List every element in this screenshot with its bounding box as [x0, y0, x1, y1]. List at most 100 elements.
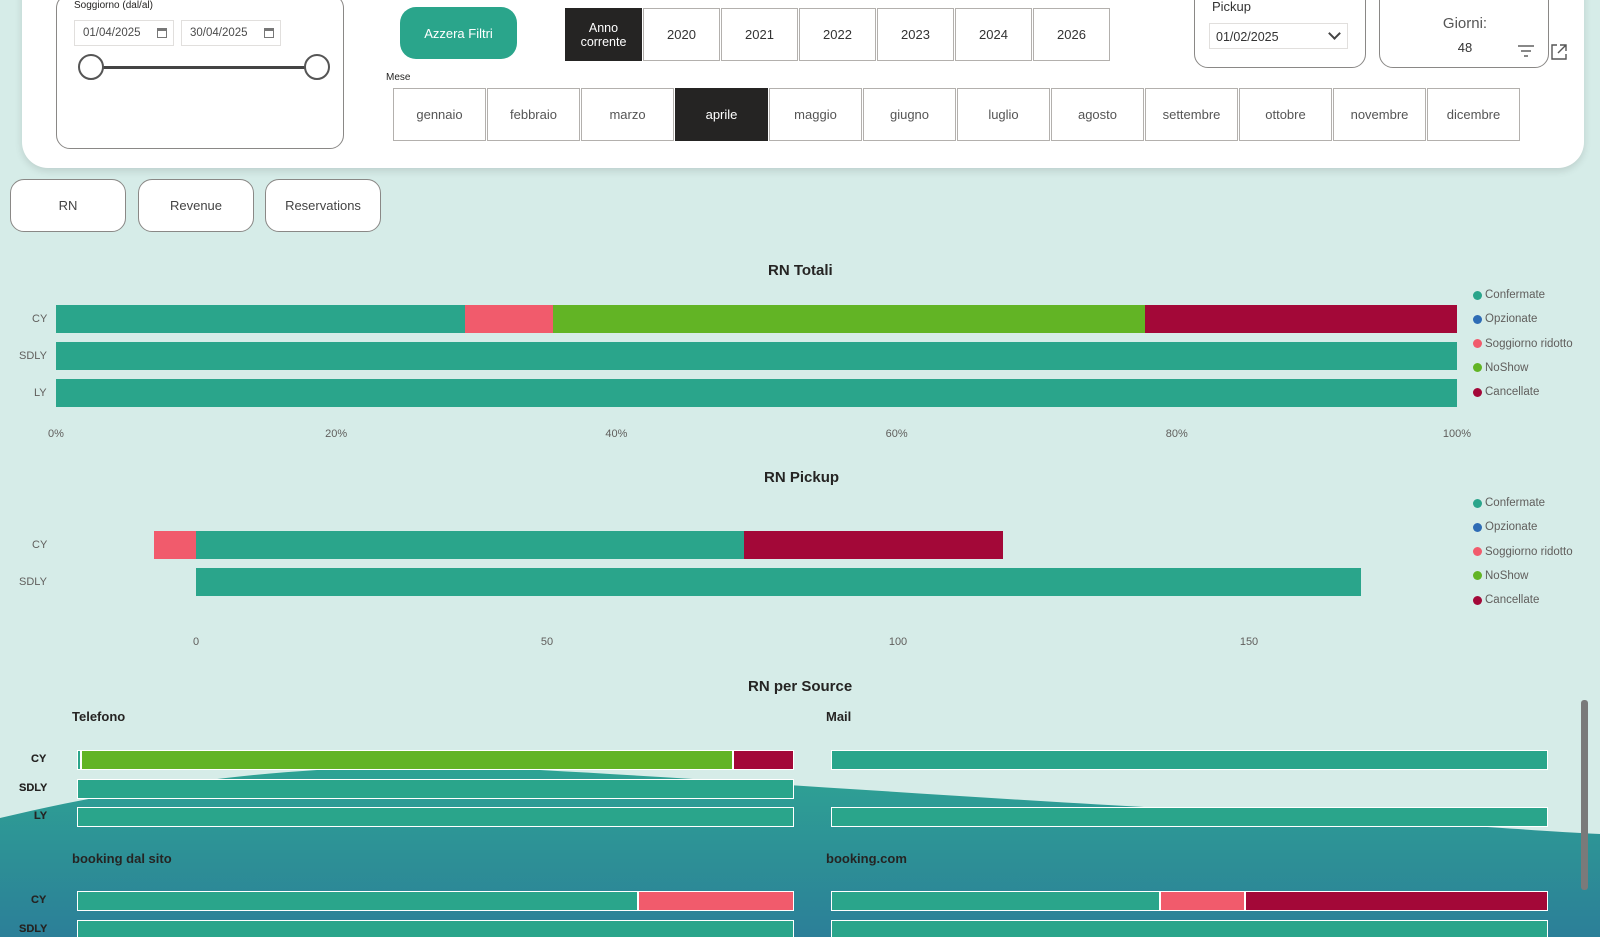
bar-confermate-sdly[interactable]	[56, 342, 1457, 370]
bar-cancellate-cy[interactable]	[1244, 891, 1548, 911]
bar-confermate-cy[interactable]	[831, 750, 1548, 770]
category-label-ly: LY	[34, 810, 48, 822]
bar-confermate-cy[interactable]	[77, 891, 639, 911]
x-tick-label: 0	[192, 636, 200, 648]
chevron-down-icon[interactable]	[1328, 27, 1341, 40]
legend-label: NoShow	[1485, 569, 1529, 582]
legend-item-opzionate[interactable]: Opzionate	[1473, 313, 1537, 325]
month-button-gennaio[interactable]: gennaio	[393, 88, 486, 141]
legend-dot	[1473, 314, 1482, 324]
bar-cancellate-cy[interactable]	[733, 750, 794, 770]
category-label-sdly: SDLY	[19, 781, 48, 794]
legend-item-cancellate[interactable]: Cancellate	[1473, 386, 1539, 398]
category-label-sdly: SDLY	[19, 922, 48, 935]
measure-button-revenue[interactable]: Revenue	[138, 179, 254, 232]
bar-noshow-cy[interactable]	[80, 750, 734, 770]
year-button-2020[interactable]: 2020	[643, 8, 720, 61]
month-button-marzo[interactable]: marzo	[581, 88, 674, 141]
vertical-scrollbar[interactable]	[1581, 700, 1588, 890]
legend-dot	[1473, 547, 1482, 557]
month-button-giugno[interactable]: giugno	[863, 88, 956, 141]
legend-item-cancellate[interactable]: Cancellate	[1473, 594, 1539, 606]
bar-confermate-ly[interactable]	[56, 379, 1457, 407]
category-label-cy: CY	[32, 313, 48, 325]
month-button-settembre[interactable]: settembre	[1145, 88, 1238, 141]
panel-title-booking-com: booking.com	[826, 851, 907, 866]
focus-mode-icon[interactable]	[1550, 43, 1568, 61]
legend-dot	[1473, 522, 1482, 532]
legend-dot	[1473, 595, 1482, 605]
legend-dot	[1473, 498, 1482, 508]
reset-filters-button[interactable]: Azzera Filtri	[400, 7, 517, 59]
measure-button-reservations[interactable]: Reservations	[265, 179, 381, 232]
bar-soggiorno-ridotto-cy[interactable]	[153, 531, 196, 559]
legend-item-soggiorno-ridotto[interactable]: Soggiorno ridotto	[1473, 546, 1573, 558]
bar-confermate-cy[interactable]	[831, 891, 1161, 911]
year-button-2021[interactable]: 2021	[721, 8, 798, 61]
date-range-slider-track[interactable]	[99, 66, 317, 69]
stay-date-to-input[interactable]: 30/04/2025	[181, 20, 281, 46]
bar-confermate-ly[interactable]	[831, 807, 1548, 827]
category-label-sdly: SDLY	[19, 922, 48, 935]
year-button-anno-corrente[interactable]: Anno corrente	[565, 8, 642, 61]
legend-label: Cancellate	[1485, 594, 1540, 607]
bar-confermate-sdly[interactable]	[77, 919, 794, 937]
pickup-date-dropdown[interactable]: 01/02/2025	[1209, 23, 1348, 49]
bar-cancellate-cy[interactable]	[1144, 305, 1457, 333]
month-button-aprile[interactable]: aprile	[675, 88, 768, 141]
legend-item-confermate[interactable]: Confermate	[1473, 289, 1545, 301]
days-value: 48	[1457, 40, 1473, 55]
x-tick-label: 50	[540, 636, 554, 648]
legend-item-opzionate[interactable]: Opzionate	[1473, 521, 1537, 533]
stay-date-from-input[interactable]: 01/04/2025	[74, 20, 174, 46]
bar-confermate-cy[interactable]	[77, 750, 81, 770]
chart-title: RN Totali	[768, 262, 833, 279]
legend-item-noshow[interactable]: NoShow	[1473, 362, 1528, 374]
month-button-luglio[interactable]: luglio	[957, 88, 1050, 141]
filter-icon[interactable]	[1516, 43, 1536, 59]
bar-confermate-sdly[interactable]	[196, 568, 1362, 596]
legend-label: Opzionate	[1485, 521, 1538, 534]
calendar-icon[interactable]	[157, 28, 167, 38]
bar-confermate-sdly[interactable]	[77, 778, 794, 799]
legend-item-noshow[interactable]: NoShow	[1473, 570, 1528, 582]
month-button-novembre[interactable]: novembre	[1333, 88, 1426, 141]
legend-dot	[1473, 290, 1482, 300]
bar-soggiorno-ridotto-cy[interactable]	[638, 891, 794, 911]
measure-button-rn[interactable]: RN	[10, 179, 126, 232]
stay-slicer-title: Soggiorno (dal/al)	[74, 0, 153, 11]
date-from-value: 01/04/2025	[83, 27, 141, 39]
bar-soggiorno-ridotto-cy[interactable]	[465, 305, 554, 333]
month-button-maggio[interactable]: maggio	[769, 88, 862, 141]
date-range-slider-end-handle[interactable]	[304, 54, 330, 80]
year-button-2022[interactable]: 2022	[799, 8, 876, 61]
month-button-agosto[interactable]: agosto	[1051, 88, 1144, 141]
pickup-date-slicer: Pickup 01/02/2025	[1194, 0, 1366, 68]
x-tick-label: 60%	[885, 428, 908, 440]
bar-confermate-ly[interactable]	[77, 807, 794, 827]
legend-dot	[1473, 387, 1482, 397]
x-tick-label: 100%	[1442, 428, 1472, 440]
year-button-2024[interactable]: 2024	[955, 8, 1032, 61]
year-button-2023[interactable]: 2023	[877, 8, 954, 61]
bar-confermate-cy[interactable]	[196, 531, 744, 559]
panel-title-telefono: Telefono	[72, 709, 126, 724]
date-range-slider-start-handle[interactable]	[78, 54, 104, 80]
legend-label: Opzionate	[1485, 313, 1538, 326]
bar-confermate-sdly[interactable]	[831, 919, 1548, 937]
panel-title-mail: Mail	[826, 709, 852, 724]
legend-item-confermate[interactable]: Confermate	[1473, 497, 1545, 509]
category-label-cy: CY	[31, 894, 47, 906]
month-button-ottobre[interactable]: ottobre	[1239, 88, 1332, 141]
legend-item-soggiorno-ridotto[interactable]: Soggiorno ridotto	[1473, 338, 1573, 350]
bar-soggiorno-ridotto-cy[interactable]	[1160, 891, 1245, 911]
bar-noshow-cy[interactable]	[553, 305, 1145, 333]
legend-label: Soggiorno ridotto	[1485, 337, 1573, 350]
category-label-sdly: SDLY	[19, 576, 47, 588]
bar-cancellate-cy[interactable]	[743, 531, 1004, 559]
month-button-febbraio[interactable]: febbraio	[487, 88, 580, 141]
month-button-dicembre[interactable]: dicembre	[1427, 88, 1520, 141]
year-button-2026[interactable]: 2026	[1033, 8, 1110, 61]
calendar-icon[interactable]	[264, 28, 274, 38]
bar-confermate-cy[interactable]	[56, 305, 466, 333]
